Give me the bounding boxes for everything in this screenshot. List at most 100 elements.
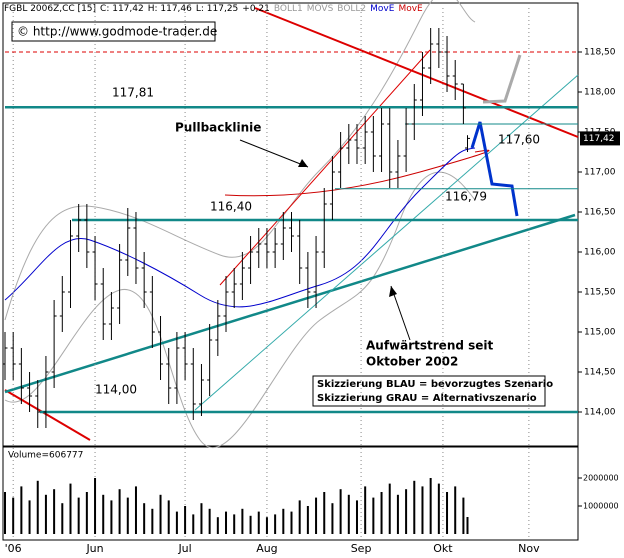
- volume-bar: [94, 478, 97, 534]
- price-tag-box: [580, 131, 620, 146]
- uptrend-line: [4, 213, 576, 394]
- volume-bar: [167, 500, 170, 534]
- annotation: Skizzierung BLAU = bevorzugtes Szenario: [317, 379, 553, 390]
- annotation: Skizzierung GRAU = Alternativszenario: [317, 393, 537, 404]
- y-tick-label: 116,50: [584, 208, 616, 218]
- arrow: [239, 139, 309, 168]
- moving-average-blue: [4, 147, 476, 308]
- moving-average-red: [224, 149, 490, 197]
- volume-bar: [61, 503, 64, 534]
- copyright-box: [11, 21, 216, 42]
- volume-bar: [192, 514, 195, 534]
- annotation: Pullbacklinie: [175, 121, 261, 135]
- volume-label: Volume=606777: [8, 451, 83, 461]
- x-tick-label: Sep: [351, 542, 372, 555]
- header-item: MovE: [398, 4, 423, 14]
- price-tag: 117,42: [583, 134, 615, 144]
- header-item: C: 117,42: [100, 4, 144, 14]
- y-tick-label: 117,00: [584, 168, 616, 178]
- level-label: 114,00: [95, 383, 137, 397]
- level-label: 116,79: [445, 189, 487, 203]
- volume-tick-label: 2000000: [583, 474, 619, 483]
- volume-bar: [306, 506, 309, 534]
- price-panel: [2, 2, 579, 447]
- volume-panel: [2, 446, 579, 541]
- x-tick-label: Jul: [177, 542, 191, 555]
- volume-bar: [265, 517, 268, 534]
- overlays: [4, 0, 579, 449]
- volume-bar: [323, 492, 326, 534]
- y-tick-label: 118,50: [584, 48, 616, 58]
- volume-bar: [36, 480, 39, 534]
- volume-bar: [257, 511, 260, 534]
- volume-bar: [364, 486, 367, 534]
- x-tick-label: Aug: [256, 542, 277, 555]
- scenario-blue: [470, 121, 519, 217]
- volume-bar: [388, 483, 391, 534]
- x-tick-label: Jun: [85, 542, 103, 555]
- bollinger-upper: [4, 0, 476, 321]
- volume-bar: [437, 483, 440, 534]
- volume-tick-label: 1000000: [583, 502, 619, 511]
- volume-bar: [233, 514, 236, 534]
- header-item: L: 117,25: [196, 4, 238, 14]
- volume-bar: [200, 503, 203, 534]
- volume-bar: [4, 492, 6, 534]
- header: FGBL 2006Z,CC [15] C: 117,42 H: 117,46 L: 1…: [4, 4, 423, 14]
- volume-bar: [249, 515, 252, 534]
- trendline-red: [254, 7, 579, 138]
- volume-bar: [208, 508, 211, 534]
- annotation: Aufwärtstrend seit: [366, 339, 494, 353]
- y-tick-label: 115,50: [584, 288, 616, 298]
- volume-bar: [462, 497, 465, 534]
- y-tick-label: 114,50: [584, 368, 616, 378]
- trendline-red-lower: [4, 389, 91, 441]
- volume-bar: [429, 478, 432, 534]
- pullback-line: [219, 49, 431, 286]
- volume-bar: [102, 494, 105, 534]
- volume-bar: [339, 489, 342, 534]
- level-label: 116,40: [210, 200, 252, 214]
- annotation: Oktober 2002: [366, 355, 458, 369]
- header-item: MOVS: [307, 4, 334, 14]
- copyright: © http://www.godmode-trader.de: [17, 25, 217, 39]
- volume-bar: [77, 497, 80, 534]
- volume-bar: [282, 508, 285, 534]
- volume-bar: [298, 500, 301, 534]
- volume-bar: [315, 497, 318, 534]
- arrow-head: [389, 286, 397, 297]
- channel-line: [194, 74, 579, 411]
- bollinger-lower: [4, 171, 476, 449]
- header-item: MovE: [370, 4, 395, 14]
- volume-bar: [290, 511, 293, 534]
- volume-bar: [44, 494, 47, 534]
- x-tick-label: Nov: [518, 542, 540, 555]
- volume-bar: [347, 494, 350, 534]
- volume-bar: [110, 500, 113, 534]
- volume-bar: [151, 508, 154, 534]
- legend-box: [312, 375, 546, 407]
- volume-bar: [216, 517, 219, 534]
- header-item: BOLL2: [337, 4, 366, 14]
- volume-bar: [421, 486, 424, 534]
- y-tick-label: 115,00: [584, 328, 616, 338]
- arrow-head: [298, 159, 308, 167]
- volume-bar: [405, 489, 408, 534]
- volume-bar: [143, 503, 146, 534]
- scenario-grey: [482, 54, 522, 104]
- volume-bar: [134, 486, 137, 534]
- volume-bar: [466, 517, 469, 534]
- x-tick-label: Okt: [433, 542, 453, 555]
- level-label: 117,60: [498, 133, 540, 147]
- volume-bar: [53, 489, 56, 534]
- x-tick-label: '06: [5, 542, 22, 555]
- y-tick-label: 114,00: [584, 408, 616, 418]
- volume-bar: [175, 511, 178, 534]
- header-item: BOLL1: [274, 4, 303, 14]
- volume-bar: [28, 500, 31, 534]
- volume-bar: [20, 486, 23, 534]
- volume-bar: [372, 497, 375, 534]
- volume-bar: [396, 494, 399, 534]
